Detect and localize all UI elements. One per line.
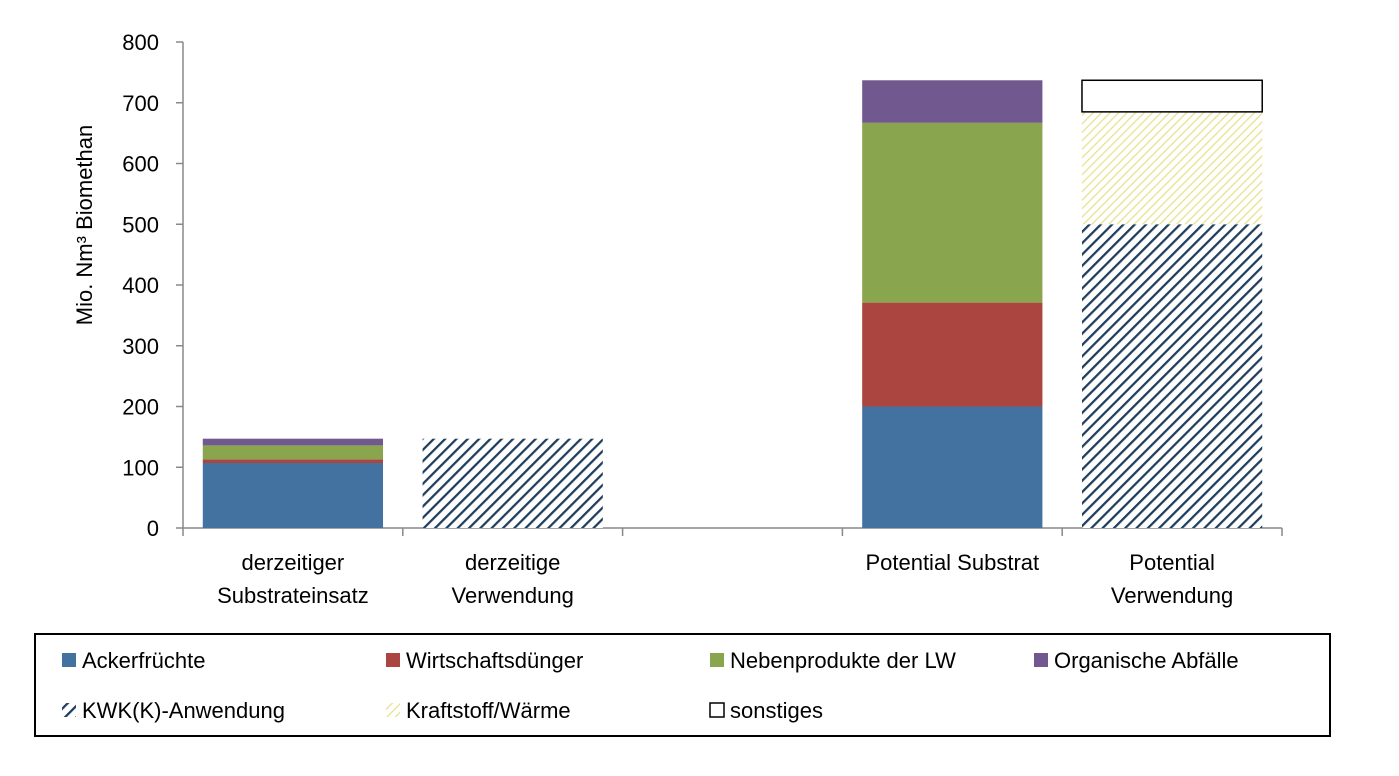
bar-segment-abfaelle <box>202 438 384 446</box>
y-tick-label: 100 <box>122 455 159 480</box>
legend-label-ackerfruechte: Ackerfrüchte <box>82 648 206 673</box>
y-tick-label: 200 <box>122 395 159 420</box>
y-tick-label: 300 <box>122 334 159 359</box>
legend-label-wirtschaftsduenger: Wirtschaftsdünger <box>406 648 583 673</box>
bar-segment-kraftstoff <box>1081 111 1263 225</box>
bar-segment-wirtschaftsduenger <box>202 459 384 463</box>
legend-swatch-abfaelle <box>1034 653 1048 667</box>
y-axis-label: Mio. Nm³ Biomethan <box>72 125 97 326</box>
bars <box>202 79 1263 528</box>
bar-segment-ackerfruechte <box>862 406 1043 528</box>
legend-swatch-sonstiges <box>709 702 725 718</box>
legend-swatch-wirtschaftsduenger <box>386 653 400 667</box>
y-tick-label: 600 <box>122 152 159 177</box>
legend-label-nebenprodukte: Nebenprodukte der LW <box>730 648 956 673</box>
bar-segment-sonstiges <box>1081 79 1263 113</box>
y-tick-label: 700 <box>122 91 159 116</box>
x-tick-label: derzeitiger <box>242 550 345 575</box>
legend-swatch-kraftstoff <box>386 703 400 717</box>
bar-segment-wirtschaftsduenger <box>862 302 1043 407</box>
legend-label-kraftstoff: Kraftstoff/Wärme <box>406 698 571 723</box>
y-tick-label: 500 <box>122 212 159 237</box>
x-tick-label: Substrateinsatz <box>217 583 369 608</box>
y-tick-label: 800 <box>122 30 159 55</box>
bar-segment-nebenprodukte <box>202 445 384 460</box>
bar-segment-abfaelle <box>862 80 1043 123</box>
x-tick-label: Potential <box>1129 550 1215 575</box>
bar-segment-kwk <box>422 438 603 528</box>
x-tick-label: Verwendung <box>1111 583 1233 608</box>
legend: Ackerfrüchte Wirtschaftsdünger Nebenproduk… <box>34 633 1331 737</box>
x-tick-label: Potential Substrat <box>865 550 1039 575</box>
x-tick-label: derzeitige <box>465 550 560 575</box>
legend-swatch-kwk <box>62 703 76 717</box>
bar-segment-ackerfruechte <box>202 462 384 528</box>
x-tick-label: Verwendung <box>452 583 574 608</box>
legend-swatch-ackerfruechte <box>62 653 76 667</box>
bar-segment-kwk <box>1081 224 1263 528</box>
x-tick-labels: derzeitiger Substrateinsatz derzeitige Verw… <box>217 550 1233 608</box>
legend-label-kwk: KWK(K)-Anwendung <box>82 698 285 723</box>
legend-label-abfaelle: Organische Abfälle <box>1054 648 1239 673</box>
bar-segment-nebenprodukte <box>862 122 1043 303</box>
legend-border <box>34 633 1331 737</box>
y-tick-label: 0 <box>147 516 159 541</box>
legend-swatch-nebenprodukte <box>710 653 724 667</box>
legend-label-sonstiges: sonstiges <box>730 698 823 723</box>
y-tick-label: 400 <box>122 273 159 298</box>
